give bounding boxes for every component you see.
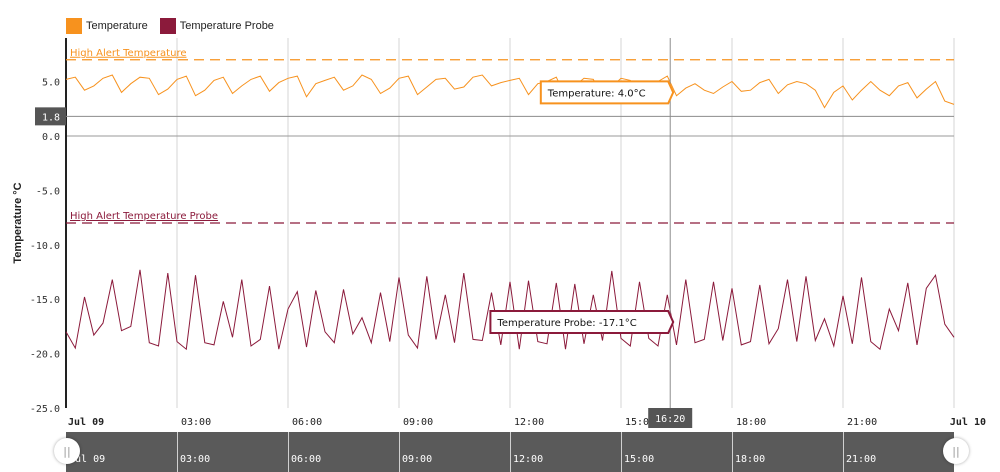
legend-item-temperature[interactable]: Temperature xyxy=(66,18,148,34)
navigator-label: 09:00 xyxy=(402,454,433,465)
y-tick-label: -15.0 xyxy=(30,295,60,306)
legend-swatch-temperature-probe xyxy=(159,18,176,34)
series-line-temperature xyxy=(65,74,955,109)
x-tick-label: Jul 09 xyxy=(68,417,104,428)
high-alert-label-probe: High Alert Temperature Probe xyxy=(70,211,218,222)
navigator-right-handle[interactable]: || xyxy=(943,438,969,464)
x-tick-label: 18:00 xyxy=(736,417,766,428)
navigator-label: 15:00 xyxy=(624,454,655,465)
legend-label-temperature: Temperature xyxy=(86,20,148,32)
crosshair-time-box xyxy=(648,408,693,428)
navigator-label: 12:00 xyxy=(513,454,544,465)
y-axis-title: Temperature °C xyxy=(12,182,24,263)
y-tick-label: 0.0 xyxy=(42,132,60,143)
navigator-separator xyxy=(732,432,733,472)
temperature-chart: 5.0 0.0 -5.0 -10.0 -15.0 -20.0 -25.0 Temperatur… xyxy=(12,38,986,428)
navigator-separator xyxy=(399,432,400,472)
value-marker-label: 1.8 xyxy=(42,112,60,123)
navigator-label: 18:00 xyxy=(735,454,766,465)
value-marker-box xyxy=(35,107,66,126)
time-navigator[interactable]: Jul 09 03:00 06:00 09:00 12:00 15:00 18:00 21:0… xyxy=(66,432,954,472)
legend-swatch-temperature xyxy=(66,18,82,34)
legend-label-temperature-probe: Temperature Probe xyxy=(179,20,274,32)
navigator-separator xyxy=(288,432,289,472)
y-tick-label: 5.0 xyxy=(42,78,60,89)
crosshair-time-label: 16:20 xyxy=(655,414,685,425)
navigator-label: Jul 09 xyxy=(69,454,106,465)
x-tick-label: Jul 10 xyxy=(950,417,986,428)
navigator-label: 03:00 xyxy=(180,454,211,465)
x-tick-label: 09:00 xyxy=(403,417,433,428)
navigator-separator xyxy=(510,432,511,472)
legend-item-temperature-probe[interactable]: Temperature Probe xyxy=(159,18,274,34)
y-tick-label: -5.0 xyxy=(36,186,60,197)
navigator-label: 21:00 xyxy=(846,454,877,465)
navigator-label: 06:00 xyxy=(291,454,322,465)
tooltip-box xyxy=(539,80,675,105)
x-tick-label: 21:00 xyxy=(847,417,877,428)
y-tick-label: -25.0 xyxy=(30,404,60,415)
x-tick-label: 03:00 xyxy=(181,417,211,428)
y-tick-label: -10.0 xyxy=(30,241,60,252)
navigator-separator xyxy=(177,432,178,472)
tooltip-text: Temperature: 4.0°C xyxy=(547,88,646,99)
navigator-separator xyxy=(843,432,844,472)
tooltip-probe: Temperature Probe: -17.1°C xyxy=(489,310,675,335)
x-tick-label: 15:00 xyxy=(625,417,655,428)
navigator-separator xyxy=(621,432,622,472)
x-tick-label: 06:00 xyxy=(292,417,322,428)
tooltip-text: Temperature Probe: -17.1°C xyxy=(496,318,636,329)
y-tick-label: -20.0 xyxy=(30,350,60,361)
navigator-left-handle[interactable]: || xyxy=(54,438,80,464)
high-alert-label-temperature: High Alert Temperature xyxy=(70,48,187,59)
series-line-probe xyxy=(65,269,955,351)
tooltip-box xyxy=(489,310,675,335)
tooltip-temperature: Temperature: 4.0°C xyxy=(539,80,675,105)
chart-legend: Temperature Temperature Probe xyxy=(66,18,280,34)
x-tick-label: 12:00 xyxy=(514,417,544,428)
